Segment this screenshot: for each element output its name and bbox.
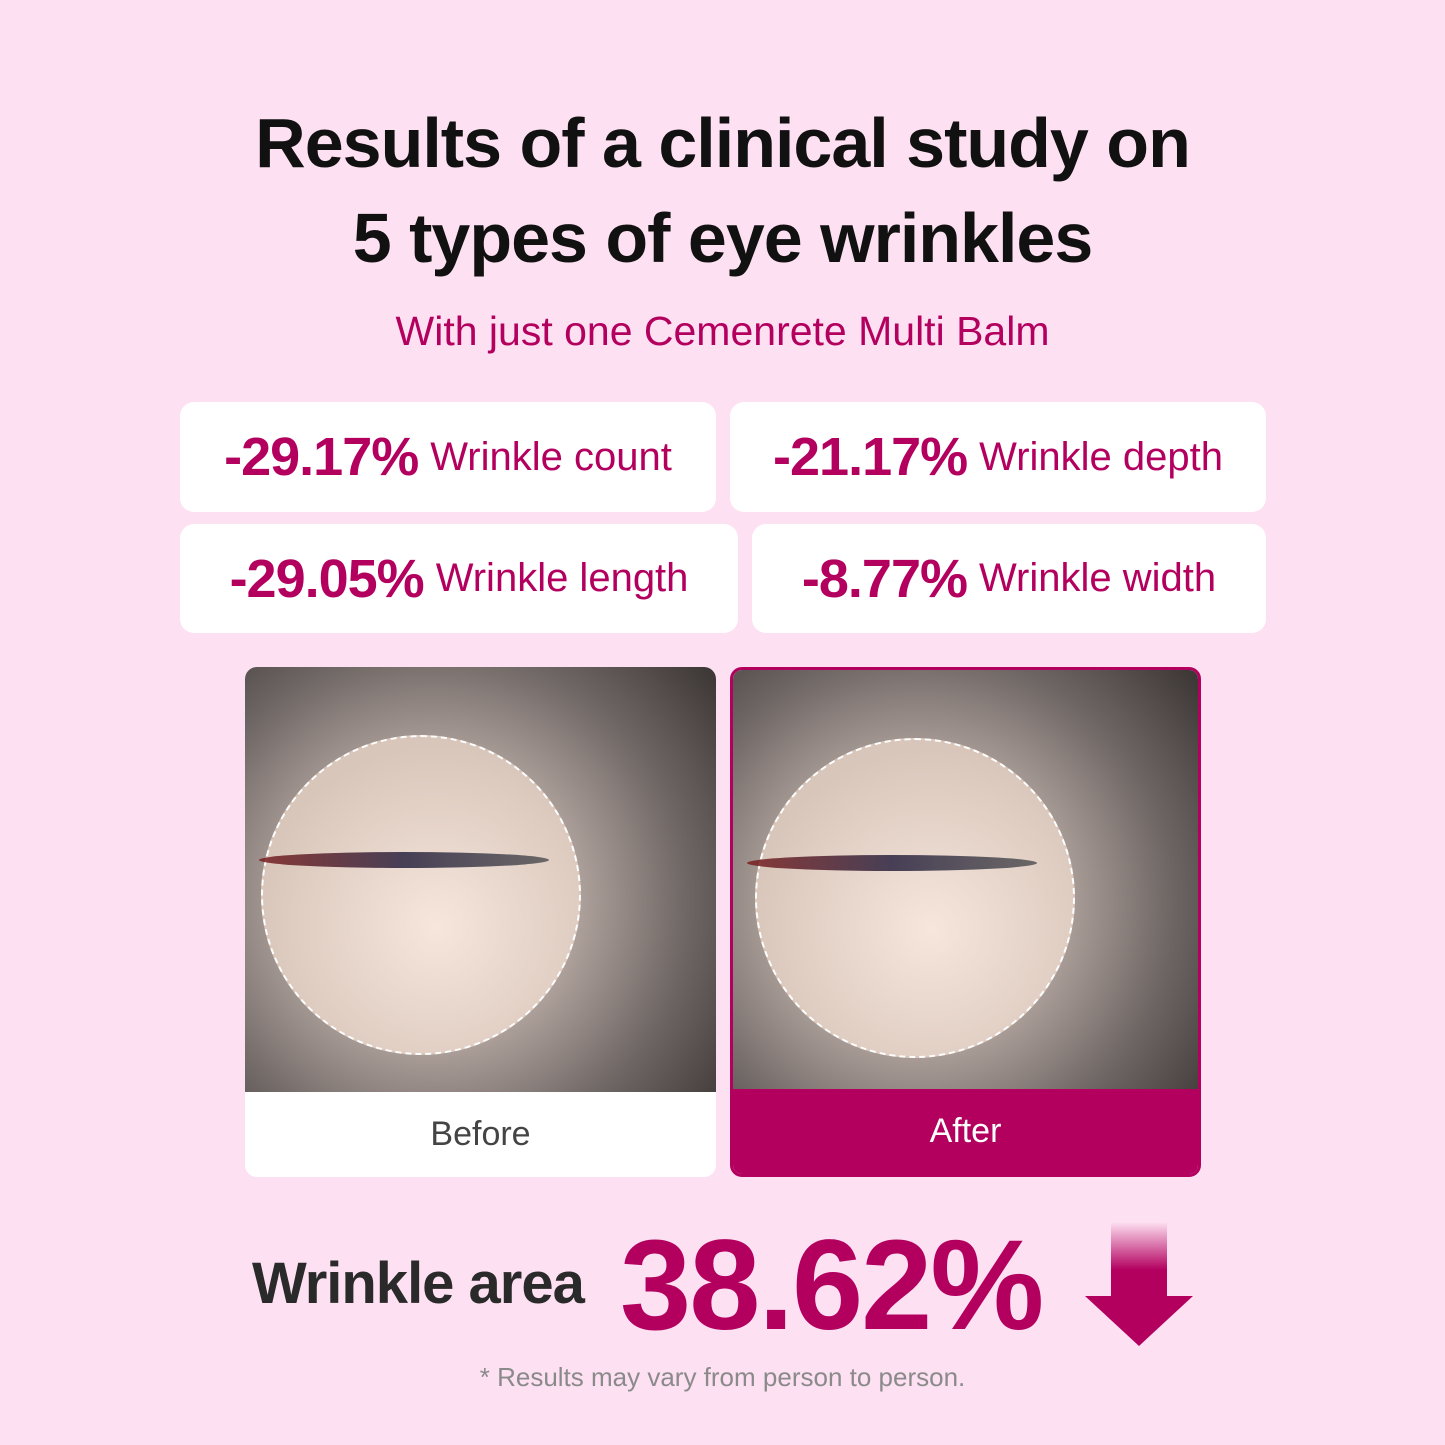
stat-value: -29.05% xyxy=(229,548,425,609)
stat-value: -21.17% xyxy=(773,427,968,487)
stat-wrinkle-length: -29.05% Wrinkle length xyxy=(180,524,738,633)
stat-wrinkle-width: -8.77% Wrinkle width xyxy=(752,524,1266,633)
eyelash-line xyxy=(747,855,1037,871)
after-eye-image xyxy=(733,670,1198,1095)
stat-wrinkle-depth: -21.17% Wrinkle depth xyxy=(730,402,1266,512)
stat-label: Wrinkle length xyxy=(435,556,689,600)
wrinkle-area-value: 38.62% xyxy=(620,1214,1044,1357)
stat-label: Wrinkle count xyxy=(430,434,672,479)
before-label: Before xyxy=(430,1115,531,1153)
stat-label: Wrinkle depth xyxy=(979,434,1223,479)
before-eye-image xyxy=(245,667,716,1092)
wrinkle-area-label: Wrinkle area xyxy=(252,1251,585,1316)
title-line-1: Results of a clinical study on xyxy=(255,104,1191,182)
stat-value: -29.17% xyxy=(224,427,419,487)
stat-wrinkle-count: -29.17% Wrinkle count xyxy=(180,402,716,512)
stat-label: Wrinkle width xyxy=(979,556,1217,600)
subtitle: With just one Cemenrete Multi Balm xyxy=(395,308,1050,354)
zoom-circle xyxy=(261,735,581,1055)
zoom-circle xyxy=(755,738,1075,1058)
after-card: After xyxy=(730,667,1201,1177)
stat-value: -8.77% xyxy=(801,548,968,609)
eyelash-line xyxy=(259,852,549,868)
title-line-2: 5 types of eye wrinkles xyxy=(352,199,1094,277)
arrow-down-icon xyxy=(1085,1222,1193,1346)
after-label: After xyxy=(733,1089,1198,1174)
footnote: * Results may vary from person to person… xyxy=(479,1362,966,1392)
before-card: Before xyxy=(245,667,716,1177)
